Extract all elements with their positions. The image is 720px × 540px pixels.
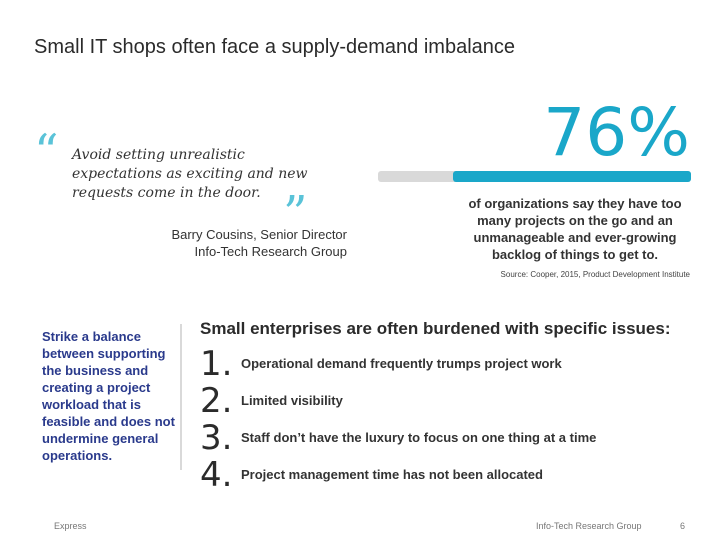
quote-text: Avoid setting unrealistic expectations a… [72,147,308,201]
stat-value: 76% [543,94,690,171]
issue-number: 2. [200,381,233,421]
sidebar-note: Strike a balance between supporting the … [42,329,175,463]
stat-description: of organizations say they have too many … [468,196,682,262]
quote-attribution: Barry Cousins, Senior Director Info-Tech… [110,226,347,260]
issue-text: Limited visibility [241,393,343,408]
issue-text: Staff don’t have the luxury to focus on … [241,430,597,445]
issue-number: 4. [200,455,233,495]
footer-label: Express [54,521,87,531]
slide-title: Small IT shops often face a supply-deman… [34,36,516,58]
footer-company: Info-Tech Research Group [536,521,642,531]
issue-text: Project management time has not been all… [241,467,543,482]
issue-number: 1. [200,344,233,384]
stat-progress-fill [453,171,691,182]
open-quote-icon: “ [34,124,59,180]
page-number: 6 [680,521,686,531]
quote-author-org: Info-Tech Research Group [194,244,347,259]
issues-heading: Small enterprises are often burdened wit… [200,319,671,338]
issue-number: 3. [200,418,233,458]
stat-source: Source: Cooper, 2015, Product Developmen… [500,270,690,279]
vertical-divider [180,324,182,470]
issue-text: Operational demand frequently trumps pro… [241,356,562,371]
close-quote-icon: ” [283,186,308,242]
stat-progress-bar [378,171,691,182]
quote-author-name: Barry Cousins, Senior Director [171,227,347,242]
